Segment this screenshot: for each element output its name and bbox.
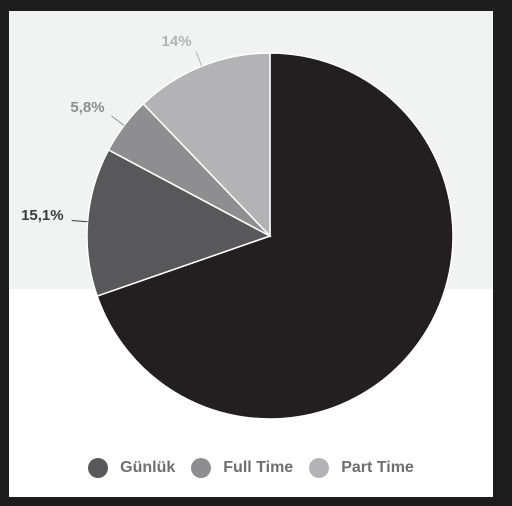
legend-item-part-time[interactable]: Part Time [309,458,414,478]
legend-label: Part Time [341,459,414,476]
legend-label: Full Time [223,459,294,476]
leader-line [111,115,125,126]
leader-line [71,220,88,223]
legend-swatch [88,458,109,478]
legend-swatch [191,458,212,478]
data-label: 15,1% [21,207,64,224]
pie-slice[interactable] [96,52,454,420]
leader-line [195,51,203,67]
leader-lines [71,51,203,223]
chart-frame: 15,1% 5,8% 14% Günlük Full Time Part Time [9,11,493,497]
data-label: 14% [162,33,192,50]
legend: Günlük Full Time Part Time [9,456,493,480]
data-label: 5,8% [70,99,104,116]
legend-label: Günlük [120,459,176,476]
legend-swatch [309,458,330,478]
data-labels: 15,1% 5,8% 14% [21,33,191,224]
pie-chart: 15,1% 5,8% 14% [21,33,454,420]
pie-slices [86,52,454,420]
legend-item-gunluk[interactable]: Günlük [88,458,175,478]
legend-item-full-time[interactable]: Full Time [191,458,293,478]
pie-slice[interactable] [142,52,271,238]
